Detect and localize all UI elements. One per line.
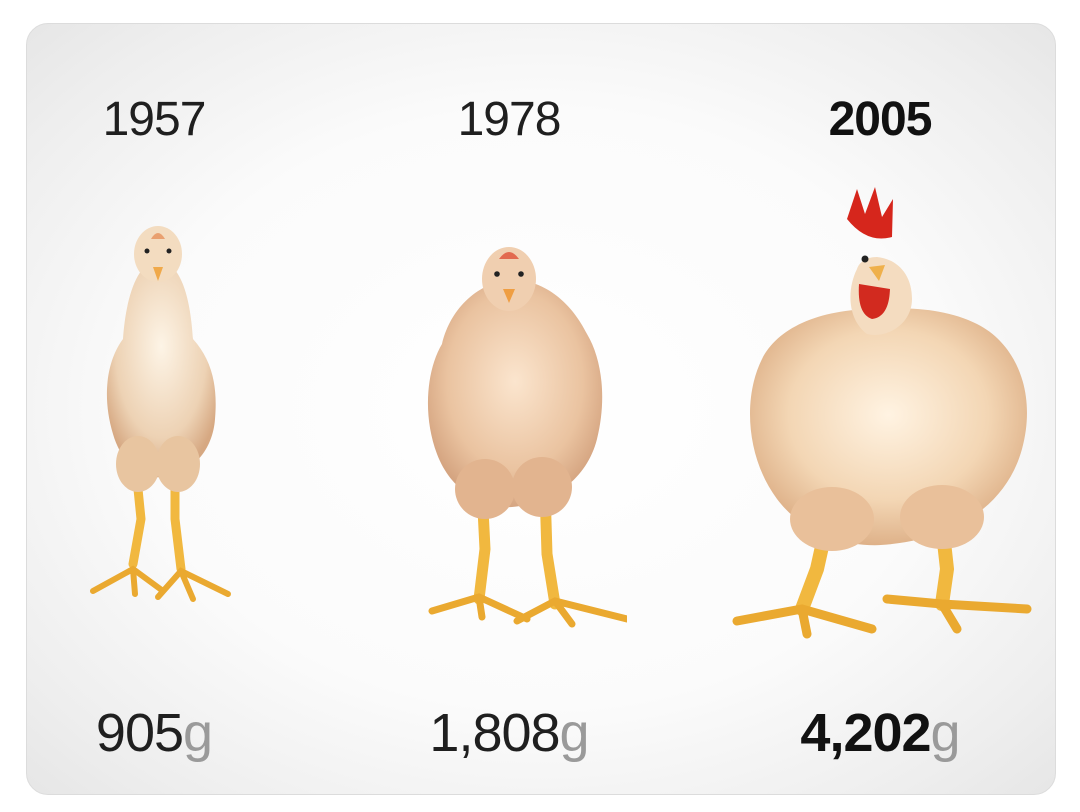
weight-1978-value: 1,808: [429, 703, 560, 763]
chicken-2005-image: [732, 187, 1032, 639]
chicken-1957-image: [90, 226, 231, 602]
weight-1978-unit: g: [559, 703, 590, 763]
weight-1957-label: 905g: [95, 702, 213, 764]
weight-2005-value: 4,202: [800, 703, 931, 763]
weight-1978-label: 1,808g: [429, 702, 590, 764]
year-2005-label: 2005: [828, 93, 933, 146]
weight-1957-value: 905: [95, 703, 184, 763]
weight-2005-label: 4,202g: [800, 702, 961, 764]
year-1978-label: 1978: [457, 93, 562, 146]
weight-1957-unit: g: [183, 703, 213, 763]
weight-2005-unit: g: [930, 703, 961, 763]
year-1957-label: 1957: [102, 93, 207, 146]
chicken-1978-image: [427, 247, 627, 628]
comparison-card: 1957 1978 2005: [26, 23, 1056, 795]
